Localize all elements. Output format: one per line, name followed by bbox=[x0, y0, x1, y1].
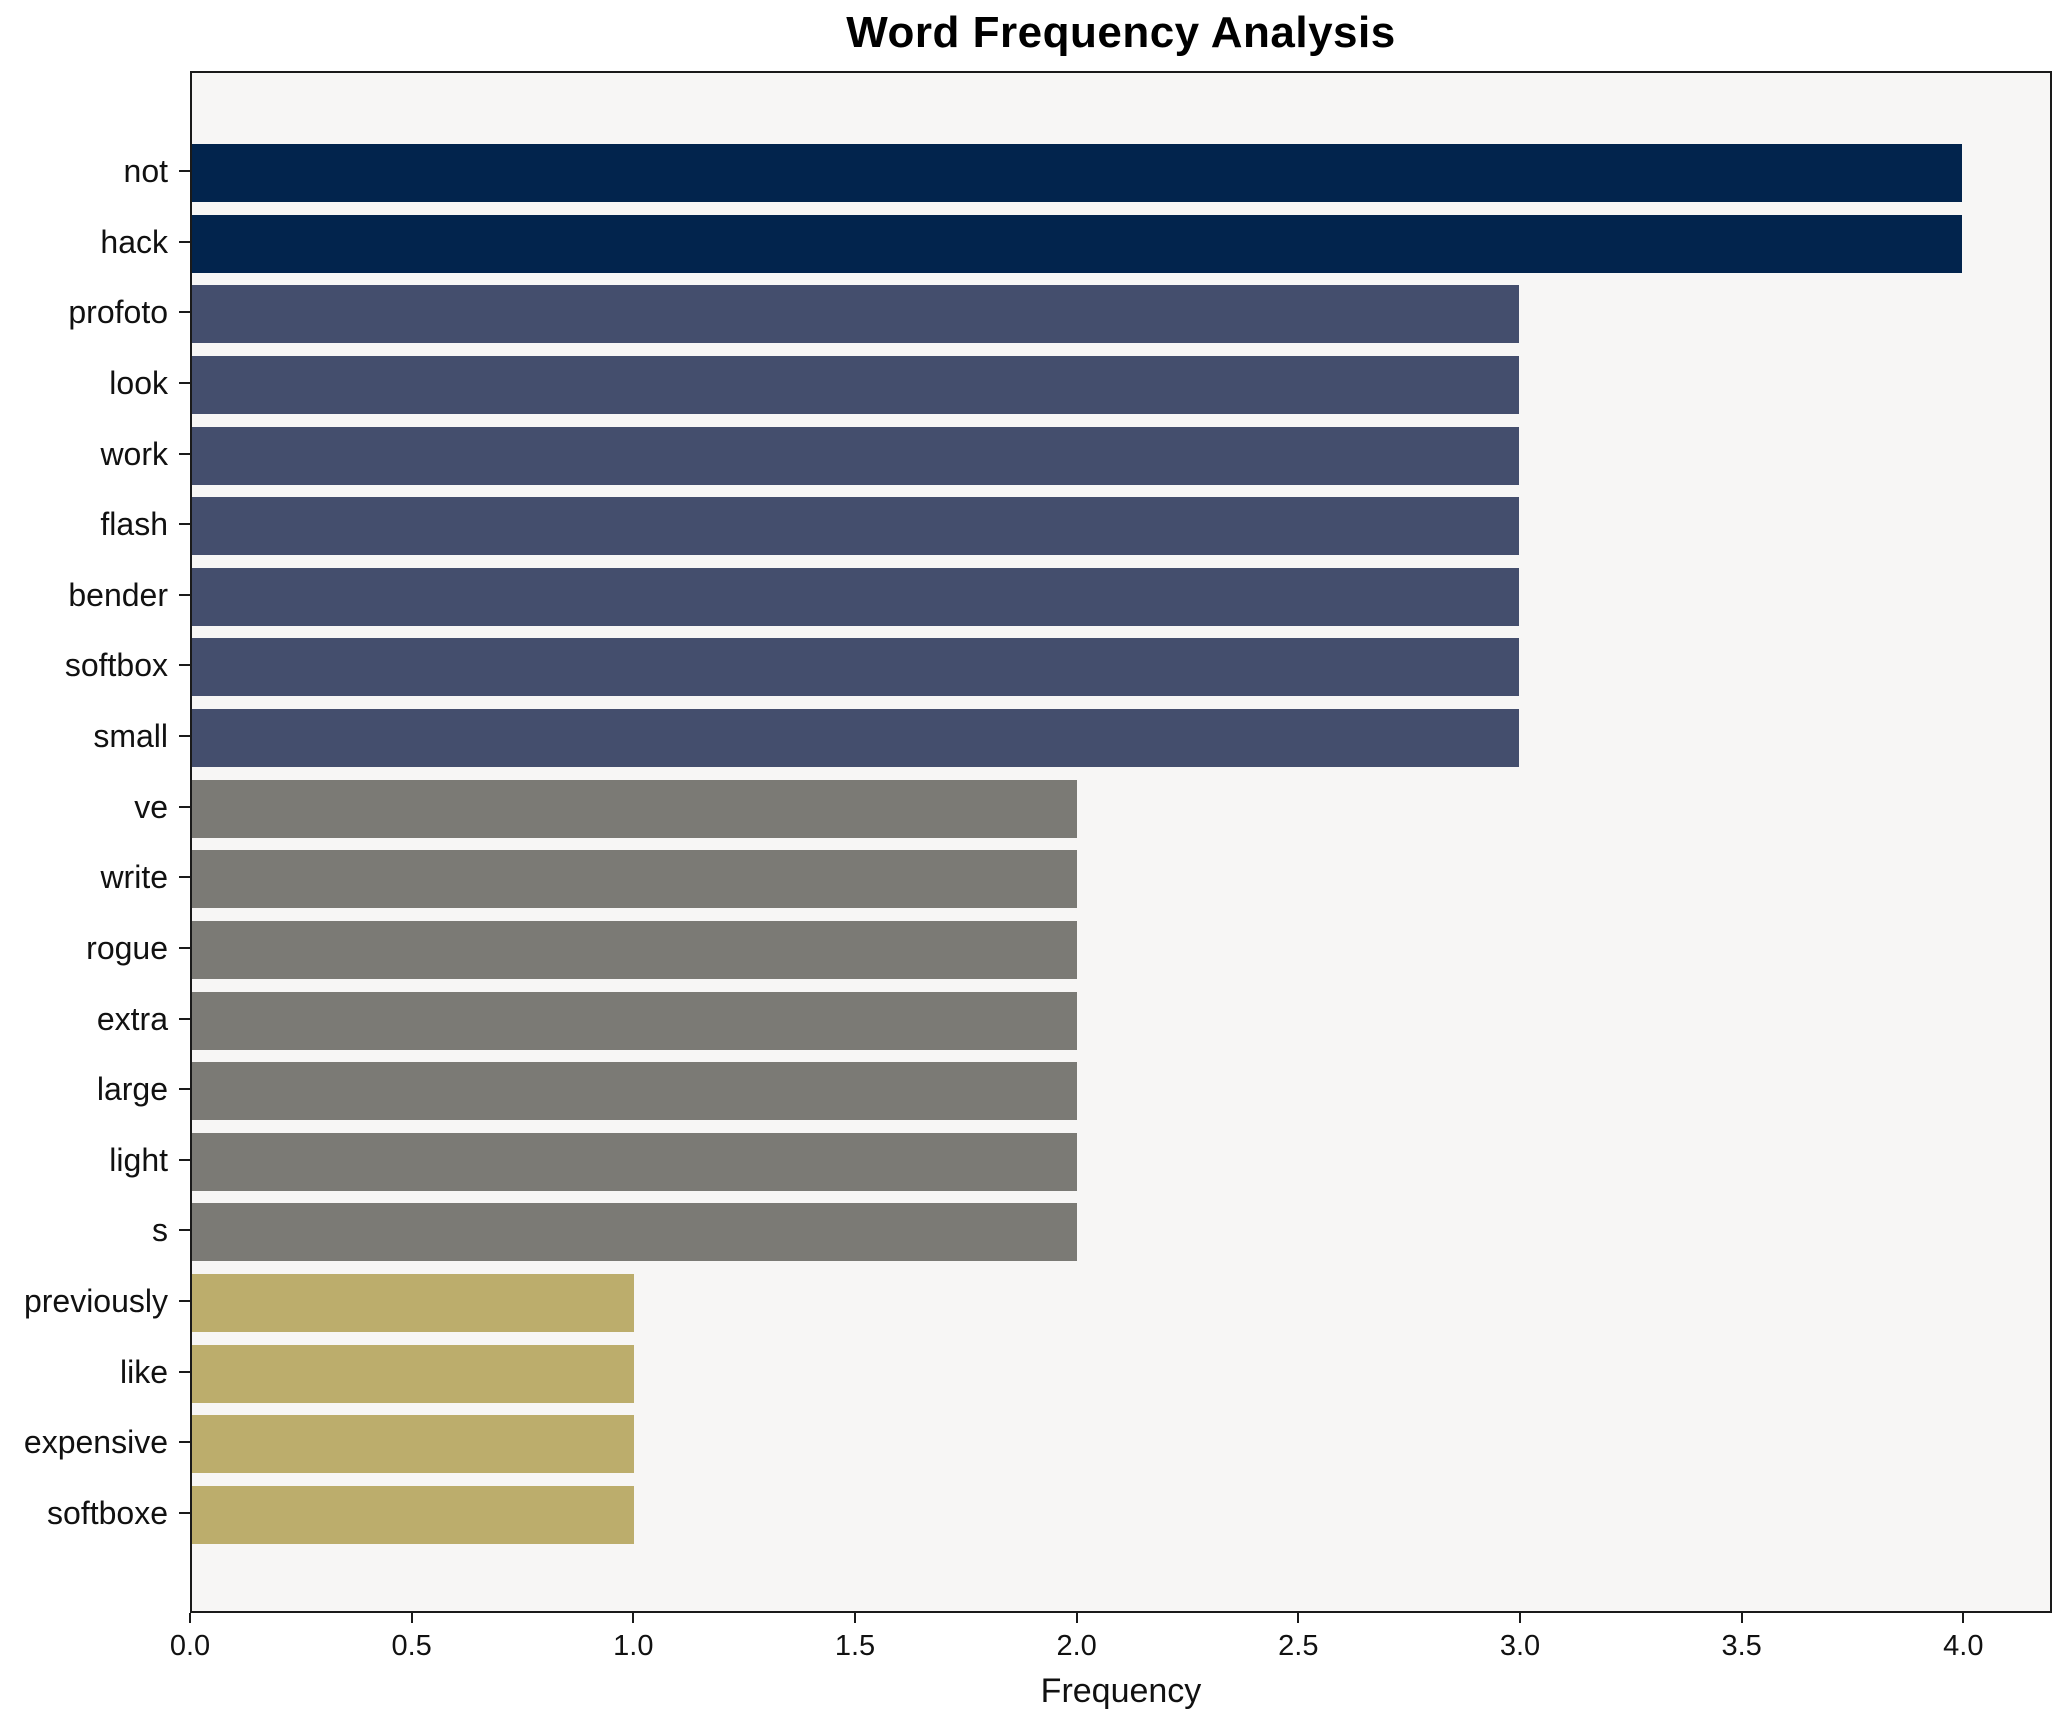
bar-softbox bbox=[192, 638, 1520, 697]
x-tick-label-1.0: 1.0 bbox=[613, 1630, 654, 1662]
y-tick-mark bbox=[179, 664, 190, 667]
bar-softboxe bbox=[192, 1486, 635, 1544]
x-tick-mark bbox=[1740, 1613, 1743, 1623]
bar-like bbox=[192, 1344, 635, 1403]
bar-profoto bbox=[192, 285, 1520, 344]
y-tick-label-not: not bbox=[123, 153, 168, 189]
y-tick-label-hack: hack bbox=[100, 223, 168, 260]
x-tick-label-1.5: 1.5 bbox=[834, 1630, 876, 1662]
chart-title: Word Frequency Analysis bbox=[846, 8, 1396, 57]
x-tick-mark bbox=[632, 1613, 635, 1623]
y-tick-mark bbox=[179, 1370, 190, 1373]
x-axis-title: Frequency bbox=[1040, 1672, 1202, 1710]
y-tick-label-expensive: expensive bbox=[23, 1424, 168, 1461]
y-tick-mark bbox=[179, 523, 190, 526]
bar-hack bbox=[192, 214, 1962, 273]
y-tick-label-extra: extra bbox=[96, 1000, 168, 1037]
bar-extra bbox=[192, 991, 1077, 1050]
y-tick-label-light: light bbox=[109, 1141, 168, 1178]
x-tick-mark bbox=[189, 1613, 191, 1623]
y-tick-mark bbox=[179, 1088, 190, 1091]
x-tick-mark bbox=[410, 1613, 413, 1623]
y-tick-label-rogue: rogue bbox=[86, 929, 168, 966]
x-tick-mark bbox=[1962, 1613, 1965, 1623]
y-tick-mark bbox=[179, 240, 190, 243]
x-tick-label-3.5: 3.5 bbox=[1721, 1630, 1762, 1662]
y-tick-mark bbox=[179, 805, 190, 808]
y-tick-label-like: like bbox=[119, 1353, 168, 1390]
x-tick-label-4.0: 4.0 bbox=[1943, 1630, 1984, 1662]
x-tick-label-0.5: 0.5 bbox=[391, 1630, 432, 1662]
bar-previously bbox=[192, 1274, 635, 1333]
y-tick-mark bbox=[179, 381, 190, 384]
x-tick-label-0.0: 0.0 bbox=[169, 1630, 211, 1662]
y-tick-label-s: s bbox=[152, 1212, 168, 1249]
y-tick-mark bbox=[179, 1158, 190, 1161]
y-tick-label-previously: previously bbox=[23, 1283, 168, 1320]
y-tick-mark bbox=[179, 1300, 190, 1303]
x-tick-label-2.5: 2.5 bbox=[1278, 1630, 1319, 1662]
x-tick-label-2.0: 2.0 bbox=[1056, 1630, 1097, 1662]
y-tick-label-large: large bbox=[96, 1071, 168, 1108]
bar-ve bbox=[192, 779, 1077, 838]
y-tick-label-flash: flash bbox=[100, 506, 168, 543]
y-tick-label-softbox: softbox bbox=[64, 647, 168, 684]
y-tick-mark bbox=[179, 1441, 190, 1444]
x-tick-label-3.0: 3.0 bbox=[1499, 1630, 1541, 1662]
y-tick-mark bbox=[179, 311, 190, 314]
y-tick-mark bbox=[179, 170, 190, 172]
bar-work bbox=[192, 426, 1520, 485]
y-tick-mark bbox=[179, 1017, 190, 1020]
y-tick-label-bender: bender bbox=[68, 576, 168, 613]
bar-small bbox=[192, 709, 1520, 768]
x-tick-mark bbox=[1075, 1613, 1078, 1623]
bar-bender bbox=[192, 567, 1520, 626]
x-tick-mark bbox=[1297, 1613, 1300, 1623]
plot-area bbox=[190, 71, 2052, 1613]
y-tick-label-work: work bbox=[100, 435, 168, 472]
y-tick-mark bbox=[179, 876, 190, 879]
bar-flash bbox=[192, 497, 1520, 556]
bar-light bbox=[192, 1132, 1077, 1191]
x-tick-mark bbox=[1519, 1613, 1521, 1623]
x-tick-mark bbox=[854, 1613, 856, 1623]
y-tick-label-softboxe: softboxe bbox=[47, 1495, 168, 1531]
y-tick-mark bbox=[179, 1229, 190, 1232]
y-tick-label-write: write bbox=[100, 859, 168, 896]
bar-look bbox=[192, 355, 1520, 414]
y-tick-mark bbox=[179, 735, 190, 738]
y-tick-mark bbox=[179, 593, 190, 596]
bar-write bbox=[192, 850, 1077, 909]
bar-rogue bbox=[192, 920, 1077, 979]
y-tick-label-profoto: profoto bbox=[68, 294, 168, 331]
y-tick-mark bbox=[179, 1512, 190, 1514]
y-tick-label-look: look bbox=[109, 364, 168, 401]
bar-not bbox=[192, 144, 1962, 202]
bar-expensive bbox=[192, 1415, 635, 1474]
bar-large bbox=[192, 1062, 1077, 1121]
y-tick-mark bbox=[179, 452, 190, 455]
bar-s bbox=[192, 1203, 1077, 1262]
y-tick-mark bbox=[179, 946, 190, 949]
y-tick-label-small: small bbox=[93, 718, 168, 755]
y-tick-label-ve: ve bbox=[134, 788, 168, 825]
